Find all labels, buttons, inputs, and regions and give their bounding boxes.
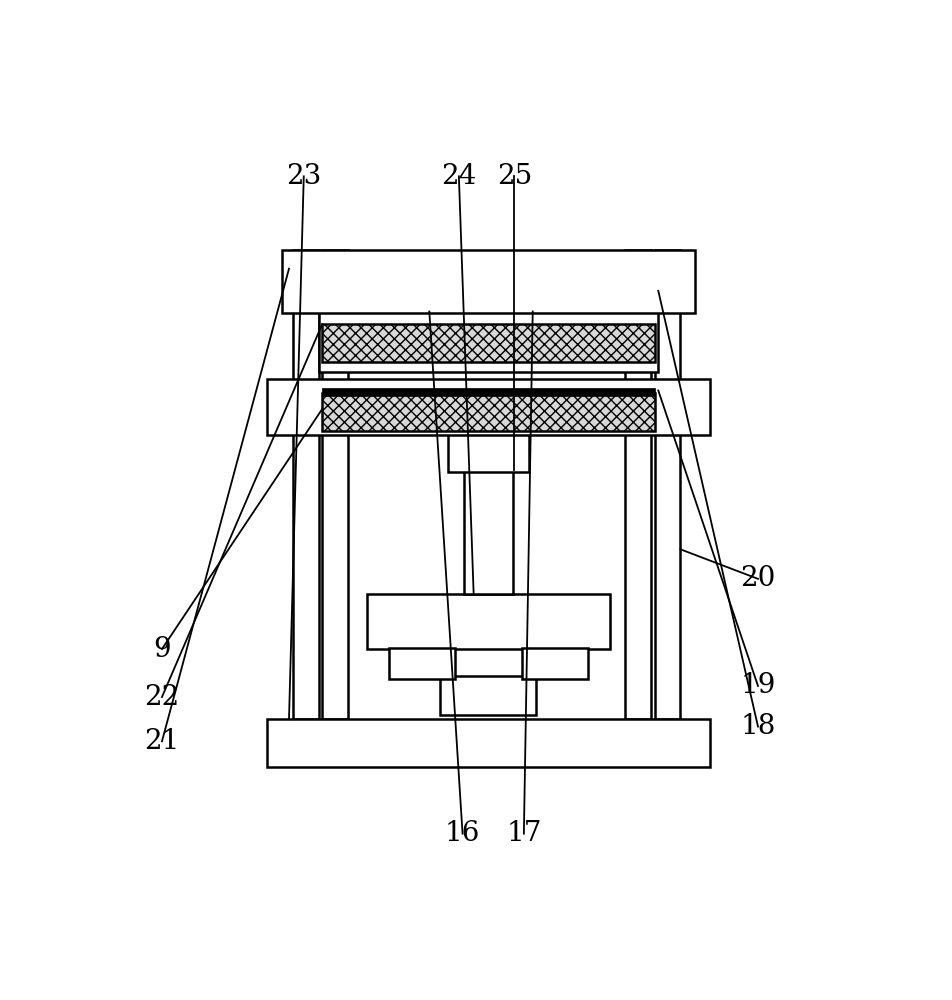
Bar bbox=[322, 324, 654, 362]
Bar bbox=[367, 594, 609, 649]
Bar bbox=[318, 311, 658, 372]
Text: 18: 18 bbox=[740, 713, 775, 740]
Text: 16: 16 bbox=[445, 820, 480, 847]
Text: 17: 17 bbox=[506, 820, 541, 847]
Bar bbox=[292, 250, 318, 719]
Bar bbox=[388, 648, 455, 679]
Bar bbox=[625, 250, 650, 719]
Text: 19: 19 bbox=[740, 672, 775, 699]
Bar bbox=[447, 433, 528, 472]
Text: 23: 23 bbox=[286, 163, 321, 190]
Bar bbox=[521, 648, 587, 679]
Text: 9: 9 bbox=[153, 636, 170, 663]
Text: 25: 25 bbox=[496, 163, 531, 190]
Bar bbox=[267, 719, 709, 767]
Text: 21: 21 bbox=[144, 728, 180, 755]
Bar bbox=[322, 388, 654, 396]
Bar bbox=[654, 250, 680, 719]
Bar bbox=[464, 470, 512, 594]
Bar bbox=[322, 393, 654, 431]
Bar bbox=[267, 379, 709, 435]
Text: 20: 20 bbox=[740, 565, 775, 592]
Text: 22: 22 bbox=[144, 684, 179, 711]
Bar bbox=[282, 250, 694, 313]
Text: 24: 24 bbox=[441, 163, 476, 190]
Bar bbox=[322, 250, 347, 719]
Bar bbox=[440, 676, 536, 715]
